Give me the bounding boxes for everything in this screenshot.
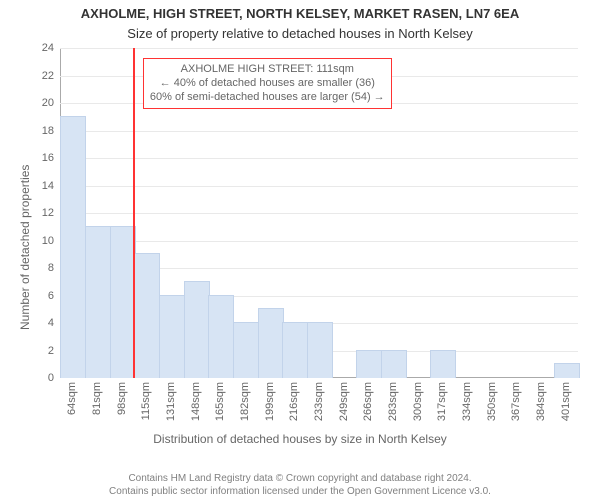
x-tick-label: 367sqm [510, 378, 522, 421]
histogram-bar [159, 295, 185, 379]
grid-line [60, 241, 578, 242]
y-tick-label: 22 [42, 70, 60, 82]
histogram-bar [184, 281, 210, 378]
y-axis-label: Number of detached properties [18, 165, 32, 330]
y-tick-label: 4 [48, 317, 60, 329]
x-tick-label: 182sqm [239, 378, 251, 421]
annotation-box: AXHOLME HIGH STREET: 111sqm← 40% of deta… [143, 58, 392, 109]
x-tick-label: 249sqm [338, 378, 350, 421]
histogram-bar [110, 226, 136, 378]
histogram-bar [381, 350, 407, 379]
x-tick-label: 401sqm [560, 378, 572, 421]
x-tick-label: 233sqm [313, 378, 325, 421]
page-title: AXHOLME, HIGH STREET, NORTH KELSEY, MARK… [0, 6, 600, 21]
histogram-bar [134, 253, 160, 378]
footer-line-2: Contains public sector information licen… [0, 486, 600, 499]
histogram-bar [85, 226, 111, 378]
y-tick-label: 0 [48, 372, 60, 384]
y-tick-label: 14 [42, 180, 60, 192]
histogram-bar [356, 350, 382, 379]
x-axis-label: Distribution of detached houses by size … [0, 432, 600, 446]
x-tick-label: 165sqm [214, 378, 226, 421]
x-tick-label: 98sqm [116, 378, 128, 415]
histogram-bar [233, 322, 259, 378]
reference-line [133, 48, 135, 378]
grid-line [60, 48, 578, 49]
x-tick-label: 216sqm [288, 378, 300, 421]
footer-line-1: Contains HM Land Registry data © Crown c… [0, 473, 600, 486]
y-tick-label: 12 [42, 207, 60, 219]
annotation-line: 60% of semi-detached houses are larger (… [150, 90, 385, 104]
chart-plot-area: 02468101214161820222464sqm81sqm98sqm115s… [60, 48, 578, 378]
x-tick-label: 317sqm [436, 378, 448, 421]
histogram-bar [60, 116, 86, 378]
histogram-bar [208, 295, 234, 379]
y-tick-label: 20 [42, 97, 60, 109]
x-tick-label: 81sqm [91, 378, 103, 415]
x-tick-label: 266sqm [362, 378, 374, 421]
y-tick-label: 24 [42, 42, 60, 54]
y-tick-label: 18 [42, 125, 60, 137]
y-tick-label: 2 [48, 345, 60, 357]
grid-line [60, 213, 578, 214]
x-tick-label: 283sqm [387, 378, 399, 421]
histogram-bar [258, 308, 284, 378]
page-subtitle: Size of property relative to detached ho… [0, 26, 600, 41]
x-tick-label: 64sqm [66, 378, 78, 415]
x-tick-label: 199sqm [264, 378, 276, 421]
x-tick-label: 350sqm [486, 378, 498, 421]
grid-line [60, 131, 578, 132]
grid-line [60, 186, 578, 187]
x-tick-label: 131sqm [165, 378, 177, 421]
x-tick-label: 384sqm [535, 378, 547, 421]
histogram-bar [282, 322, 308, 378]
histogram-bar [430, 350, 456, 379]
y-tick-label: 16 [42, 152, 60, 164]
annotation-line: ← 40% of detached houses are smaller (36… [150, 76, 385, 90]
grid-line [60, 158, 578, 159]
histogram-bar [554, 363, 580, 378]
footer-attribution: Contains HM Land Registry data © Crown c… [0, 473, 600, 498]
x-tick-label: 300sqm [412, 378, 424, 421]
annotation-line: AXHOLME HIGH STREET: 111sqm [150, 62, 385, 76]
y-tick-label: 6 [48, 290, 60, 302]
x-tick-label: 115sqm [140, 378, 152, 420]
x-tick-label: 334sqm [461, 378, 473, 421]
y-tick-label: 10 [42, 235, 60, 247]
histogram-bar [307, 322, 333, 378]
x-tick-label: 148sqm [190, 378, 202, 421]
y-tick-label: 8 [48, 262, 60, 274]
